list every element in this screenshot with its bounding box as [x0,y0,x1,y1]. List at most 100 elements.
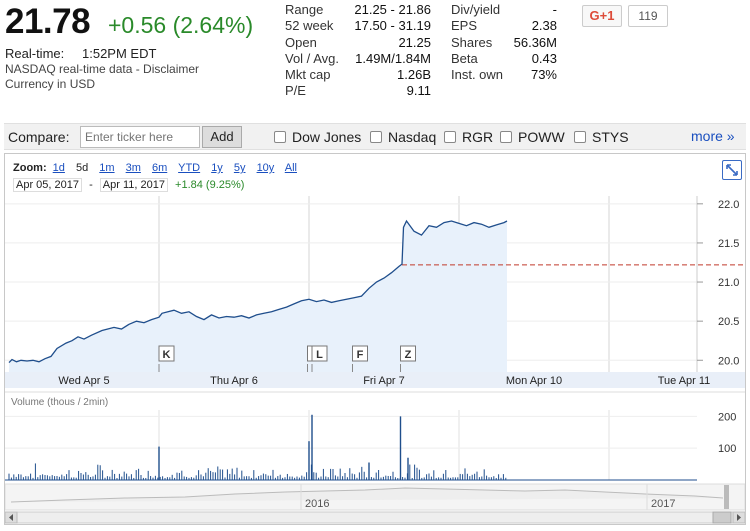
currency-note: Currency in USD [5,77,96,91]
zoom-5y[interactable]: 5y [233,162,246,174]
y-tick-label: 21.5 [718,238,739,250]
fullscreen-icon[interactable] [722,160,742,180]
stat-value: - [552,2,557,17]
x-axis-label: Fri Apr 7 [363,375,405,387]
stat-value: 73% [530,67,557,82]
ticker-input[interactable] [80,126,200,148]
stat-key: Open [285,35,317,50]
zoom-1d[interactable]: 1d [52,162,65,174]
navigator-label: 2016 [305,498,329,510]
price-area [9,221,507,372]
end-date[interactable]: Apr 11, 2017 [99,178,168,192]
compare-option-label: POWW [518,129,565,145]
more-link[interactable]: more » [691,128,735,144]
event-flag [311,345,328,362]
compare-option-label: STYS [592,129,629,145]
y-tick-label: 21.0 [718,277,739,289]
chart-frame: Zoom: 1d 5d 1m 3m 6m YTD 1y 5y 10y All A… [4,153,746,525]
event-label: K [163,349,171,361]
stat-key: Shares [451,35,493,50]
compare-option-label: Dow Jones [292,129,362,145]
x-axis-label: Wed Apr 5 [58,375,109,387]
volume-label: Volume (thous / 2min) [11,397,108,408]
date-range-row: Apr 05, 2017 - Apr 11, 2017 +1.84 (9.25%… [13,178,244,192]
compare-rgr[interactable]: RGR [444,129,493,145]
volume-axis-ticks: 100 200 [718,411,736,455]
stat-value: 21.25 [398,35,431,50]
stat-key: 52 week [285,18,334,33]
zoom-1y[interactable]: 1y [211,162,223,174]
navigator-handle[interactable] [724,485,729,509]
zoom-6m[interactable]: 6m [151,162,168,174]
add-button[interactable]: Add [202,126,242,148]
x-axis-label: Mon Apr 10 [506,375,562,387]
x-axis-label: Tue Apr 11 [658,375,711,387]
zoom-label: Zoom: [13,162,47,174]
checkbox-icon[interactable] [574,131,586,143]
disclaimer-note[interactable]: NASDAQ real-time data - Disclaimer [5,62,200,76]
stat-key: Beta [451,51,478,66]
volume-gridlines [5,415,697,481]
event-markers: KULFZ [158,345,416,372]
checkbox-icon[interactable] [500,131,512,143]
scroll-thumb[interactable] [712,511,732,524]
gplus-button[interactable]: G+1 [582,5,622,27]
zoom-1m[interactable]: 1m [99,162,115,174]
volume-bars [8,414,507,480]
volume-tick-label: 200 [718,411,736,423]
zoom-ytd[interactable]: YTD [178,162,201,174]
compare-label: Compare: [8,129,70,145]
event-label: L [316,349,323,361]
stat-key: Mkt cap [285,67,331,82]
stat-value: 1.26B [397,67,431,82]
stat-value: 17.50 - 31.19 [354,18,431,33]
start-date[interactable]: Apr 05, 2017 [13,178,82,192]
event-flag [158,345,175,362]
realtime-label: Real-time: [5,46,65,61]
stat-value: 21.25 - 21.86 [354,2,431,17]
stat-key: P/E [285,83,306,98]
x-axis-labels: Wed Apr 5 Thu Apr 6 Fri Apr 7 Mon Apr 10 Tue… [58,375,710,387]
y-tick-label: 20.5 [718,316,739,328]
compare-nasdaq[interactable]: Nasdaq [370,129,436,145]
compare-option-label: RGR [462,129,494,145]
stat-key: Vol / Avg. [285,51,339,66]
stat-key: EPS [451,18,478,33]
stat-value: 9.11 [406,83,431,98]
compare-stys[interactable]: STYS [574,129,629,145]
zoom-3m[interactable]: 3m [125,162,141,174]
compare-bar: Compare: Add Dow Jones Nasdaq RGR POWW S… [4,123,746,150]
y-tick-label: 22.0 [718,199,739,211]
stat-value: 56.36M [513,35,557,50]
realtime-time: 1:52PM EDT [82,46,157,61]
zoom-10y[interactable]: 10y [256,162,275,174]
time-axis-band [5,372,745,388]
event-label: F [357,349,364,361]
navigator-label: 2017 [651,498,675,510]
zoom-all[interactable]: All [284,162,297,174]
event-label: Z [405,349,412,361]
navigator-line [10,487,724,503]
zoom-row: Zoom: 1d 5d 1m 3m 6m YTD 1y 5y 10y All [13,162,305,174]
volume-tick-label: 100 [718,443,736,455]
checkbox-icon[interactable] [274,131,286,143]
zoom-5d[interactable]: 5d [75,162,89,174]
y-axis-ticks: 20.0 20.5 21.0 21.5 22.0 [697,199,739,367]
y-tick-label: 20.0 [718,355,739,367]
checkbox-icon[interactable] [370,131,382,143]
stat-key: Range [285,2,324,17]
compare-poww[interactable]: POWW [500,129,565,145]
gplus-count: 119 [628,5,668,27]
date-separator: - [89,179,93,191]
stat-value: 2.38 [531,18,557,33]
stat-value: 0.43 [531,51,557,66]
checkbox-icon[interactable] [444,131,456,143]
event-flag [352,345,368,362]
stat-key: Inst. own [451,67,504,82]
scrollbar-track[interactable] [5,511,745,524]
x-axis-label: Thu Apr 6 [210,375,258,387]
compare-option-label: Nasdaq [388,129,437,145]
compare-dow-jones[interactable]: Dow Jones [274,129,361,145]
last-price: 21.78 [5,2,91,41]
price-chart[interactable]: 20.020.521.021.522.0 KULFZ Wed Apr 5Thu … [5,154,745,524]
